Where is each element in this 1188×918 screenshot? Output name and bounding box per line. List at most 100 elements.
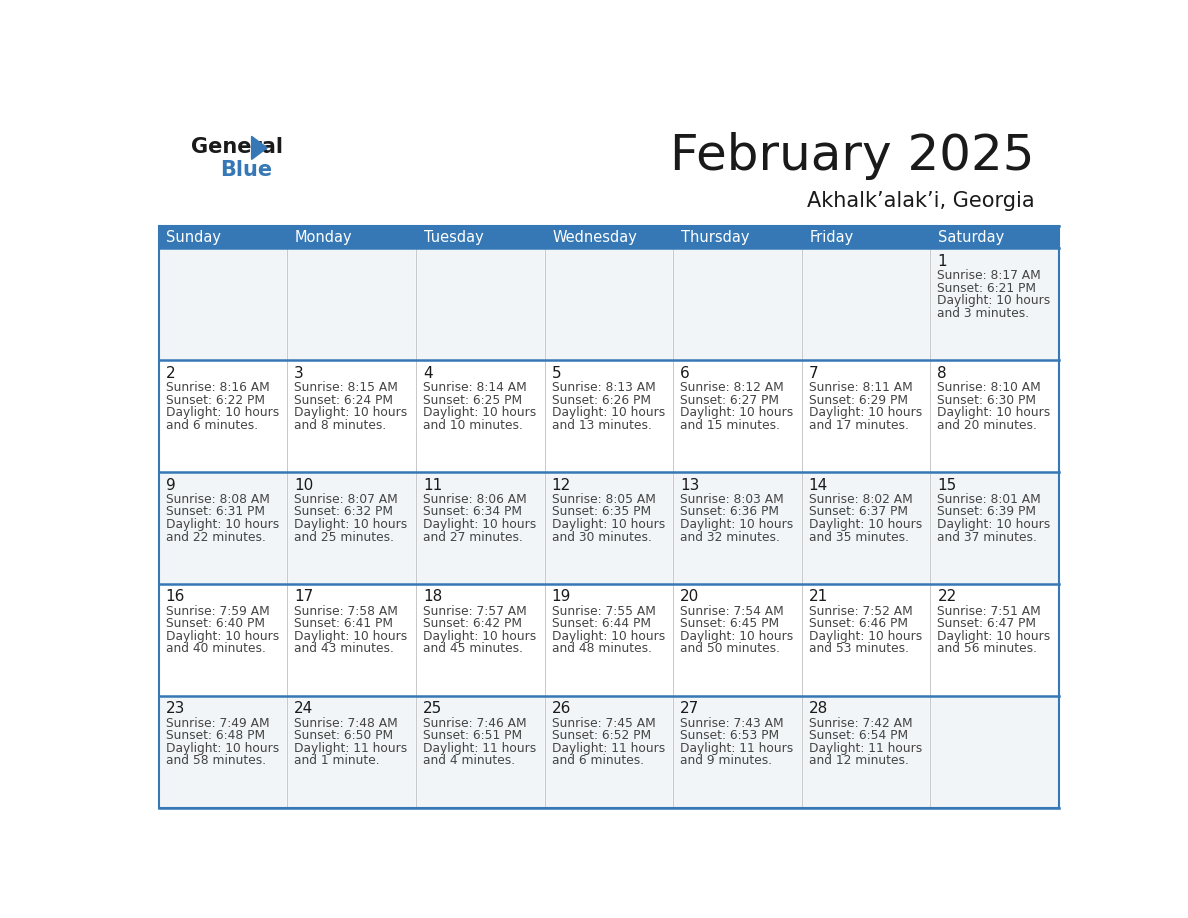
Bar — [416, 584, 544, 696]
Text: and 6 minutes.: and 6 minutes. — [551, 755, 644, 767]
Text: Daylight: 10 hours: Daylight: 10 hours — [295, 630, 407, 643]
Text: Daylight: 10 hours: Daylight: 10 hours — [937, 518, 1050, 531]
Text: 22: 22 — [937, 589, 956, 604]
Text: Sunset: 6:31 PM: Sunset: 6:31 PM — [165, 506, 265, 519]
Text: Daylight: 10 hours: Daylight: 10 hours — [165, 742, 279, 755]
Text: Sunset: 6:44 PM: Sunset: 6:44 PM — [551, 618, 651, 631]
Bar — [802, 360, 930, 472]
Text: Sunset: 6:35 PM: Sunset: 6:35 PM — [551, 506, 651, 519]
Text: Sunrise: 7:52 AM: Sunrise: 7:52 AM — [809, 605, 912, 618]
Text: 9: 9 — [165, 477, 176, 493]
Text: General: General — [191, 138, 283, 157]
Text: 13: 13 — [681, 477, 700, 493]
Bar — [930, 696, 1060, 808]
Bar — [544, 226, 674, 249]
Text: Daylight: 10 hours: Daylight: 10 hours — [165, 406, 279, 420]
Text: 12: 12 — [551, 477, 570, 493]
Text: Sunrise: 8:13 AM: Sunrise: 8:13 AM — [551, 381, 656, 394]
Text: Sunset: 6:51 PM: Sunset: 6:51 PM — [423, 729, 522, 743]
Bar — [287, 584, 416, 696]
Bar — [287, 472, 416, 584]
Bar — [416, 696, 544, 808]
Text: Daylight: 11 hours: Daylight: 11 hours — [809, 742, 922, 755]
Text: Sunset: 6:34 PM: Sunset: 6:34 PM — [423, 506, 522, 519]
Text: and 20 minutes.: and 20 minutes. — [937, 419, 1037, 431]
Text: Sunset: 6:46 PM: Sunset: 6:46 PM — [809, 618, 908, 631]
Text: 3: 3 — [295, 365, 304, 381]
Bar — [544, 696, 674, 808]
Text: and 43 minutes.: and 43 minutes. — [295, 643, 394, 655]
Text: and 13 minutes.: and 13 minutes. — [551, 419, 651, 431]
Text: Daylight: 10 hours: Daylight: 10 hours — [295, 518, 407, 531]
Text: 10: 10 — [295, 477, 314, 493]
Text: Monday: Monday — [295, 230, 353, 244]
Text: Daylight: 11 hours: Daylight: 11 hours — [423, 742, 536, 755]
Bar — [674, 226, 802, 249]
Text: Sunset: 6:37 PM: Sunset: 6:37 PM — [809, 506, 908, 519]
Text: Sunrise: 8:12 AM: Sunrise: 8:12 AM — [681, 381, 784, 394]
Text: Sunrise: 7:51 AM: Sunrise: 7:51 AM — [937, 605, 1041, 618]
Text: February 2025: February 2025 — [670, 131, 1035, 180]
Text: Sunrise: 8:10 AM: Sunrise: 8:10 AM — [937, 381, 1041, 394]
Bar — [416, 226, 544, 249]
Bar — [930, 249, 1060, 360]
Bar — [802, 249, 930, 360]
Text: Sunset: 6:39 PM: Sunset: 6:39 PM — [937, 506, 1036, 519]
Text: Sunrise: 7:57 AM: Sunrise: 7:57 AM — [423, 605, 526, 618]
Bar — [158, 472, 287, 584]
Text: Sunset: 6:47 PM: Sunset: 6:47 PM — [937, 618, 1036, 631]
Text: Daylight: 10 hours: Daylight: 10 hours — [937, 295, 1050, 308]
Text: Daylight: 11 hours: Daylight: 11 hours — [681, 742, 794, 755]
Text: Sunset: 6:52 PM: Sunset: 6:52 PM — [551, 729, 651, 743]
Text: Friday: Friday — [809, 230, 854, 244]
Text: 21: 21 — [809, 589, 828, 604]
Bar — [802, 584, 930, 696]
Text: Daylight: 10 hours: Daylight: 10 hours — [165, 518, 279, 531]
Bar — [287, 696, 416, 808]
Text: Sunrise: 7:49 AM: Sunrise: 7:49 AM — [165, 717, 270, 730]
Text: Daylight: 10 hours: Daylight: 10 hours — [551, 518, 665, 531]
Text: Sunset: 6:32 PM: Sunset: 6:32 PM — [295, 506, 393, 519]
Text: and 3 minutes.: and 3 minutes. — [937, 307, 1030, 319]
Text: Sunrise: 7:42 AM: Sunrise: 7:42 AM — [809, 717, 912, 730]
Text: Sunset: 6:24 PM: Sunset: 6:24 PM — [295, 394, 393, 407]
Text: 6: 6 — [681, 365, 690, 381]
Text: and 4 minutes.: and 4 minutes. — [423, 755, 514, 767]
Text: Sunrise: 8:11 AM: Sunrise: 8:11 AM — [809, 381, 912, 394]
Text: Daylight: 10 hours: Daylight: 10 hours — [809, 630, 922, 643]
Text: Sunrise: 8:02 AM: Sunrise: 8:02 AM — [809, 493, 912, 506]
Bar — [158, 696, 287, 808]
Text: 14: 14 — [809, 477, 828, 493]
Text: Sunrise: 7:59 AM: Sunrise: 7:59 AM — [165, 605, 270, 618]
Text: Daylight: 10 hours: Daylight: 10 hours — [681, 518, 794, 531]
Text: 5: 5 — [551, 365, 561, 381]
Text: and 32 minutes.: and 32 minutes. — [681, 531, 781, 543]
Text: Sunrise: 8:15 AM: Sunrise: 8:15 AM — [295, 381, 398, 394]
Text: Daylight: 10 hours: Daylight: 10 hours — [551, 630, 665, 643]
Text: Sunset: 6:25 PM: Sunset: 6:25 PM — [423, 394, 522, 407]
Text: Daylight: 10 hours: Daylight: 10 hours — [551, 406, 665, 420]
Text: Daylight: 10 hours: Daylight: 10 hours — [295, 406, 407, 420]
Text: Daylight: 10 hours: Daylight: 10 hours — [809, 518, 922, 531]
Text: Tuesday: Tuesday — [424, 230, 484, 244]
Text: and 17 minutes.: and 17 minutes. — [809, 419, 909, 431]
Text: Sunset: 6:54 PM: Sunset: 6:54 PM — [809, 729, 908, 743]
Text: Daylight: 10 hours: Daylight: 10 hours — [165, 630, 279, 643]
Bar — [158, 360, 287, 472]
Text: Sunrise: 7:55 AM: Sunrise: 7:55 AM — [551, 605, 656, 618]
Text: Sunset: 6:50 PM: Sunset: 6:50 PM — [295, 729, 393, 743]
Bar — [287, 249, 416, 360]
Text: 28: 28 — [809, 701, 828, 716]
Text: Sunset: 6:27 PM: Sunset: 6:27 PM — [681, 394, 779, 407]
Text: Sunset: 6:45 PM: Sunset: 6:45 PM — [681, 618, 779, 631]
Bar — [158, 226, 1060, 808]
Text: Sunrise: 8:05 AM: Sunrise: 8:05 AM — [551, 493, 656, 506]
Text: 1: 1 — [937, 253, 947, 269]
Text: and 22 minutes.: and 22 minutes. — [165, 531, 265, 543]
Text: Sunset: 6:21 PM: Sunset: 6:21 PM — [937, 282, 1036, 295]
Text: and 1 minute.: and 1 minute. — [295, 755, 380, 767]
Text: Blue: Blue — [221, 161, 273, 180]
Text: and 35 minutes.: and 35 minutes. — [809, 531, 909, 543]
Text: and 6 minutes.: and 6 minutes. — [165, 419, 258, 431]
Bar — [416, 360, 544, 472]
